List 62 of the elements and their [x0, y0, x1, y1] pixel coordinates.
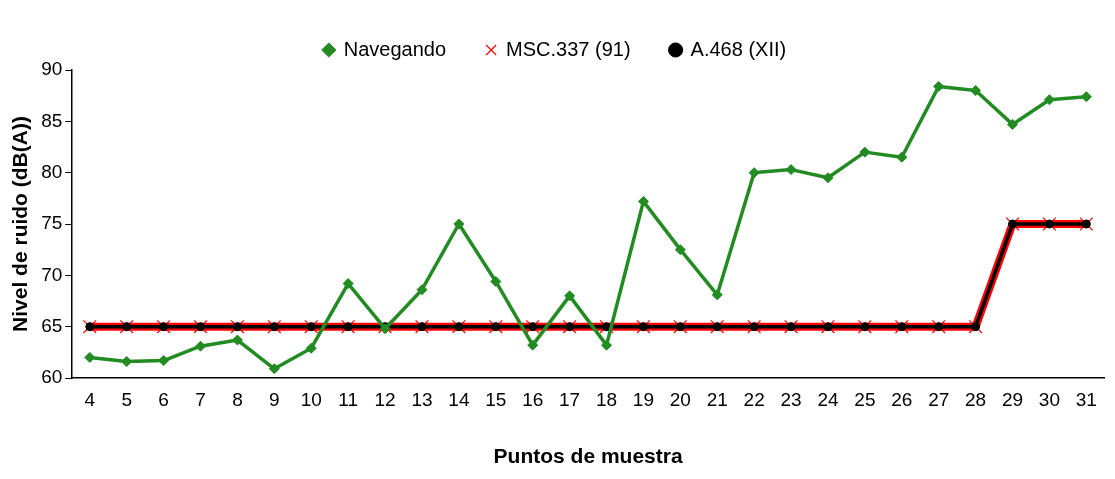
y-tick-label: 65 [41, 314, 63, 336]
x-tick-label: 27 [928, 388, 950, 410]
legend-label: MSC.337 (91) [506, 37, 631, 60]
x-tick-label: 14 [448, 388, 470, 410]
y-tick-label: 75 [41, 212, 63, 234]
point [711, 289, 723, 301]
x-tick-label: 12 [374, 388, 396, 410]
x-tick-label: 22 [743, 388, 765, 410]
legend-label: A.468 (XII) [690, 37, 787, 60]
x-tick-label: 31 [1075, 388, 1097, 410]
point [453, 218, 465, 230]
point [268, 363, 280, 375]
legend-label: Navegando [343, 37, 447, 60]
y-tick-label: 60 [41, 366, 63, 388]
y-tick-label: 80 [41, 160, 63, 182]
point [490, 275, 502, 287]
x-tick-label: 11 [338, 388, 359, 410]
x-tick-label: 20 [669, 388, 691, 410]
x-tick-label: 8 [232, 388, 243, 410]
x-tick-label: 24 [817, 388, 839, 410]
point [342, 278, 354, 290]
point [1007, 118, 1019, 130]
x-tick-label: 7 [195, 388, 206, 410]
point [896, 151, 908, 163]
y-tick-label: 85 [41, 109, 63, 131]
y-tick-label: 90 [41, 58, 63, 80]
point [822, 172, 834, 184]
x-tick-label: 10 [300, 388, 322, 410]
point [970, 85, 982, 97]
x-tick-label: 23 [780, 388, 802, 410]
point [601, 339, 613, 351]
x-tick-label: 17 [559, 388, 581, 410]
point [785, 164, 797, 176]
point [859, 146, 871, 158]
y-tick-label: 70 [41, 263, 63, 285]
point [674, 244, 686, 256]
x-tick-label: 21 [706, 388, 728, 410]
x-tick-label: 25 [854, 388, 876, 410]
x-tick-label: 16 [522, 388, 544, 410]
point [1043, 94, 1055, 106]
x-tick-label: 6 [158, 388, 169, 410]
point [416, 284, 428, 296]
point [637, 195, 649, 207]
point [564, 290, 576, 302]
point [305, 342, 317, 354]
x-axis-title: Puntos de muestra [493, 444, 683, 468]
x-tick-label: 26 [891, 388, 913, 410]
x-tick-label: 30 [1038, 388, 1061, 410]
x-tick-label: 5 [121, 388, 132, 410]
x-tick-label: 28 [965, 388, 987, 410]
y-axis-title: Nivel de ruido (dB(A)) [8, 116, 32, 332]
x-tick-label: 9 [269, 388, 280, 410]
x-tick-label: 18 [595, 388, 618, 410]
x-tick-label: 29 [1001, 388, 1024, 410]
x-tick-label: 13 [411, 388, 433, 410]
point [933, 80, 945, 92]
point [84, 351, 96, 363]
x-tick-label: 15 [485, 388, 507, 410]
point [231, 334, 243, 346]
x-tick-label: 19 [632, 388, 654, 410]
point [527, 339, 539, 351]
x-tick-label: 4 [84, 388, 96, 410]
